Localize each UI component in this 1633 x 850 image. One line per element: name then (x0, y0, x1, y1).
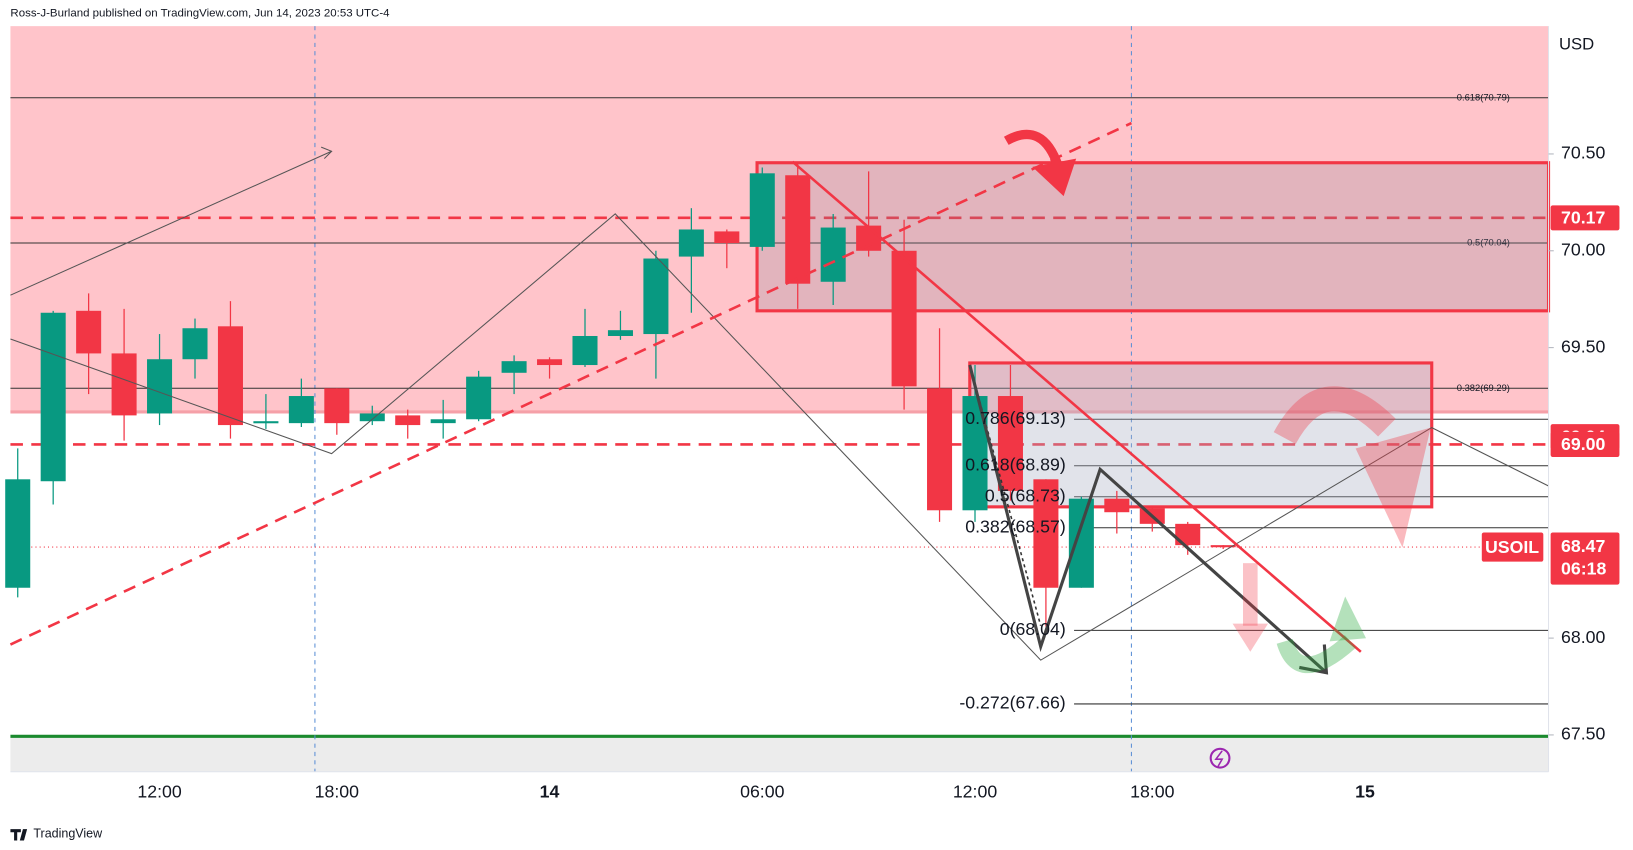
fib-label: 0(68.04) (1000, 619, 1066, 639)
arrow-head (1299, 644, 1329, 675)
fib-label: 0.5(68.73) (985, 485, 1066, 505)
candle-body (76, 310, 102, 354)
event-icon (1214, 750, 1224, 767)
arrow-head (1355, 427, 1431, 548)
price-tag (1550, 205, 1620, 231)
fib-label: -0.272(67.66) (959, 693, 1065, 713)
candle-body (324, 388, 350, 424)
x-tick-label: 15 (1355, 781, 1375, 801)
curve-arrow (1276, 635, 1356, 673)
attribution: Ross-J-Burland published on TradingView.… (10, 8, 390, 20)
down-trend (791, 160, 1362, 653)
zigzag (10, 213, 1549, 661)
arrow-head (1329, 596, 1367, 642)
candle-body (40, 312, 66, 482)
x-tick-label: 12:00 (953, 781, 997, 801)
candle-body (1104, 498, 1130, 513)
price-tag (1550, 431, 1620, 457)
candle-body (111, 353, 137, 416)
projection (968, 364, 1328, 674)
candle-body (5, 479, 31, 588)
curve-arrow (1003, 129, 1063, 169)
candle-body (501, 361, 527, 373)
countdown: 06:18 (1561, 559, 1606, 579)
curve-arrow (1273, 386, 1396, 445)
candle-body (927, 388, 953, 511)
price-tag-label: 70.17 (1561, 208, 1605, 228)
candle-body (643, 258, 669, 335)
y-tick-label: 70.50 (1561, 143, 1605, 163)
fib-label: 0.382(69.29) (1457, 383, 1510, 393)
last-price-label: 68.47 (1561, 536, 1605, 556)
candle-body (288, 396, 314, 424)
axis-labels: 67.50 68.00 69.50 70.00 70.50 12:00 18:00 14 06:… (137, 143, 1620, 801)
currency: USD (1559, 34, 1594, 53)
candle-body (537, 359, 563, 366)
x-tick-label: 18:00 (1130, 781, 1174, 801)
symbol-label: USOIL (1485, 537, 1539, 557)
drawings (9, 121, 1549, 769)
candle-body (1033, 479, 1059, 588)
candle-body (217, 326, 243, 426)
candles (5, 161, 1236, 627)
fib-label: 0.618(68.89) (965, 454, 1065, 474)
y-tick-label: 68.00 (1561, 627, 1605, 647)
candle-body (430, 419, 456, 424)
x-tick-label: 14 (540, 781, 560, 801)
y-tick-label: 70.00 (1561, 239, 1605, 259)
candle-body (1068, 498, 1094, 588)
candle-body (749, 173, 775, 247)
dashed-trend (9, 121, 1132, 646)
candle-body (1210, 545, 1236, 548)
x-tick-label: 18:00 (315, 781, 359, 801)
fib-label: 0.5(70.04) (1467, 238, 1510, 248)
brand: TradingView (33, 827, 103, 841)
candle-body (607, 330, 633, 336)
candle-body (678, 229, 704, 257)
candle-body (997, 396, 1023, 491)
trend-line (10, 150, 332, 296)
candle-body (253, 421, 279, 424)
candle-body (785, 175, 811, 284)
candle-body (572, 335, 598, 366)
candle-body (147, 359, 173, 414)
candle-body (182, 328, 208, 360)
fib-label: 0.382(68.57) (965, 516, 1065, 536)
candle-body (395, 415, 421, 426)
arrow-head (320, 146, 333, 159)
candle-body (359, 413, 385, 422)
last-price-tag (1550, 532, 1620, 585)
event-icon (1209, 747, 1231, 769)
candle-body (1175, 523, 1201, 546)
levels: 0.618(70.79) 0.5(70.04) 0.382(69.29) (10, 92, 1549, 705)
candle-body (856, 225, 882, 251)
candle-body (820, 227, 846, 282)
y-tick-label: 67.50 (1561, 724, 1605, 744)
candle-body (466, 376, 492, 420)
fib-label: 0.786(69.13) (965, 408, 1065, 428)
candle-body (714, 231, 740, 244)
symbol-tag (1481, 532, 1544, 562)
candle-body (891, 250, 917, 387)
price-tag-label: 69.00 (1561, 434, 1605, 454)
logo (10, 829, 28, 841)
x-tick-label: 06:00 (740, 781, 784, 801)
down-arrow (1242, 563, 1258, 626)
y-tick-label: 69.50 (1561, 336, 1605, 356)
arrow-head (1032, 158, 1077, 197)
arrow-head (1232, 623, 1269, 652)
fib-label: 0.618(70.79) (1457, 92, 1510, 102)
lower-band (10, 736, 1549, 772)
x-tick-label: 12:00 (137, 781, 181, 801)
